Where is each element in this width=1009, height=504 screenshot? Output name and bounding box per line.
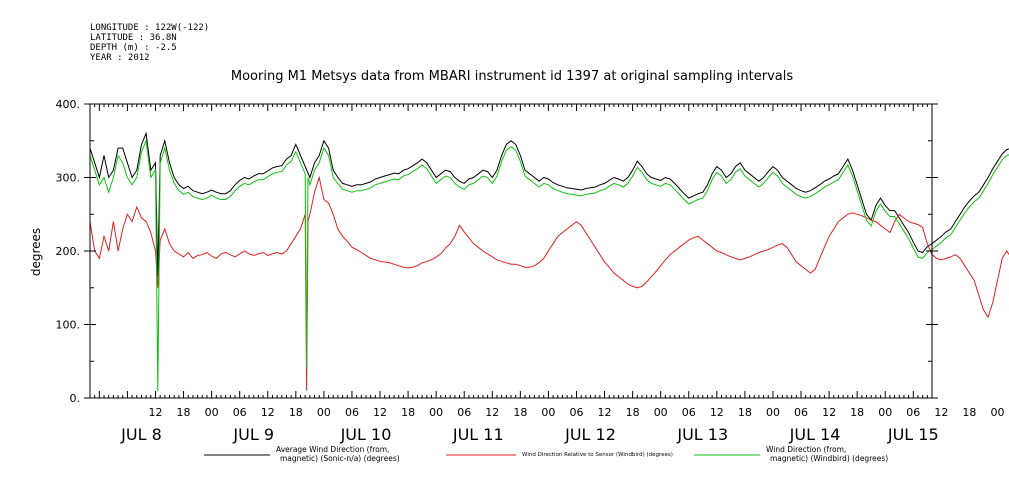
x-tick-label: 06: [457, 406, 471, 419]
x-day-label: JUL 15: [887, 425, 939, 444]
x-day-label: JUL 12: [564, 425, 616, 444]
legend: Average Wind Direction (from,magnetic) (…: [204, 445, 888, 463]
x-tick-label: 12: [261, 406, 275, 419]
x-tick-label: 12: [598, 406, 612, 419]
x-tick-label: 18: [962, 406, 976, 419]
x-tick-label: 12: [485, 406, 499, 419]
legend-label-3: Wind Direction (from,: [766, 445, 846, 454]
x-tick-label: 00: [654, 406, 668, 419]
x-tick-label: 18: [513, 406, 527, 419]
header-latitude: LATITUDE : 36.8N: [90, 33, 177, 43]
header-year: YEAR : 2012: [90, 53, 150, 63]
series-line-2: [89, 175, 1009, 391]
y-tick-label: 100.: [56, 319, 81, 332]
legend-label-2: Wind Direction Relative to Sensor (Windb…: [522, 452, 673, 458]
x-tick-label: 12: [934, 406, 948, 419]
x-day-label: JUL 11: [452, 425, 504, 444]
legend-label-1: Average Wind Direction (from,: [276, 445, 389, 454]
y-axis-label: degrees: [29, 228, 43, 276]
x-tick-label: 18: [289, 406, 303, 419]
x-tick-label: 12: [710, 406, 724, 419]
x-tick-label: 12: [148, 406, 162, 419]
x-tick-label: 06: [682, 406, 696, 419]
x-tick-label: 06: [794, 406, 808, 419]
x-tick-label: 12: [822, 406, 836, 419]
x-day-label: JUL 13: [676, 425, 728, 444]
chart-title: Mooring M1 Metsys data from MBARI instru…: [231, 69, 793, 84]
x-tick-label: 00: [205, 406, 219, 419]
x-tick-label: 00: [541, 406, 555, 419]
plot-lines: [89, 131, 1009, 391]
x-day-label: JUL 14: [789, 425, 841, 444]
x-tick-label: 06: [345, 406, 359, 419]
x-tick-label: 00: [429, 406, 443, 419]
series-line-3: [89, 138, 1009, 391]
x-tick-label: 12: [373, 406, 387, 419]
x-tick-label: 00: [317, 406, 331, 419]
x-tick-label: 00: [878, 406, 892, 419]
x-tick-label: 18: [177, 406, 191, 419]
header-longitude: LONGITUDE : 122W(-122): [90, 23, 209, 33]
x-tick-label: 18: [850, 406, 864, 419]
x-tick-label: 00: [990, 406, 1004, 419]
x-tick-label: 00: [766, 406, 780, 419]
header-block: LONGITUDE : 122W(-122) LATITUDE : 36.8N …: [90, 23, 209, 63]
x-tick-label: 06: [233, 406, 247, 419]
y-tick-label: 400.: [56, 98, 81, 111]
x-tick-label: 06: [569, 406, 583, 419]
x-tick-label: 18: [738, 406, 752, 419]
header-depth: DEPTH (m) : -2.5: [90, 43, 177, 53]
plot-frame: [89, 103, 933, 399]
y-tick-label: 200.: [56, 245, 81, 258]
legend-label-1: magnetic) (Sonic-n/a) (degrees): [280, 454, 400, 463]
series-line-1: [89, 131, 1009, 277]
y-tick-label: 0.: [70, 392, 81, 405]
x-tick-label: 18: [626, 406, 640, 419]
x-tick-label: 18: [401, 406, 415, 419]
x-day-label: JUL 9: [232, 425, 274, 444]
legend-label-3: magnetic) (Windbird) (degrees): [770, 454, 888, 463]
axes: 12 18 00 06 12 18 00 06 12 18 00 06 12 18 00 06 12 18 00 06…: [56, 98, 1005, 444]
x-tick-label: 06: [906, 406, 920, 419]
y-tick-label: 300.: [56, 172, 81, 185]
x-day-label: JUL 8: [120, 425, 162, 444]
x-day-label: JUL 10: [340, 425, 392, 444]
